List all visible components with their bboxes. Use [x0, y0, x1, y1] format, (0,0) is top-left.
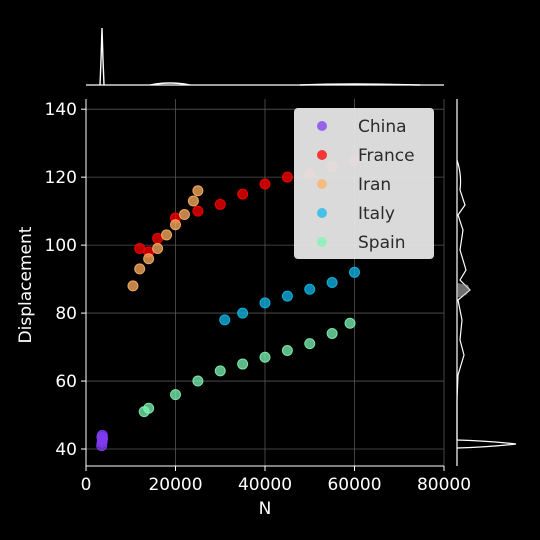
x-axis-label: N — [259, 499, 272, 519]
scatter-point-spain — [326, 327, 338, 339]
x-tick-label: 60000 — [327, 475, 381, 495]
scatter-point-italy — [259, 297, 271, 309]
x-tick-label: 80000 — [417, 475, 471, 495]
legend: China France Iran Italy Spain — [294, 108, 434, 259]
legend-marker-italy — [317, 208, 327, 218]
right-marginal-peak-fill — [457, 283, 470, 298]
scatter-point-spain — [143, 402, 155, 414]
scatter-points — [96, 154, 360, 452]
x-tick-label: 40000 — [238, 475, 292, 495]
scatter-point-spain — [304, 338, 316, 350]
legend-marker-china — [317, 121, 327, 131]
scatter-point-france — [281, 171, 293, 183]
y-tick-label: 100 — [45, 236, 77, 256]
scatter-point-iran — [143, 253, 155, 265]
legend-marker-spain — [317, 237, 327, 247]
scatter-point-spain — [237, 358, 249, 370]
scatter-point-spain — [192, 375, 204, 387]
x-tick-label: 20000 — [148, 475, 202, 495]
scatter-point-iran — [127, 280, 139, 292]
legend-marker-france — [317, 150, 327, 160]
scatter-point-iran — [187, 195, 199, 207]
scatter-point-italy — [281, 290, 293, 302]
scatter-point-iran — [134, 263, 146, 275]
scatter-point-italy — [326, 277, 338, 288]
legend-items: China France Iran Italy Spain — [317, 117, 415, 253]
scatter-point-italy — [237, 307, 249, 319]
y-tick-label: 140 — [45, 100, 77, 120]
right-marginal-kde — [456, 159, 517, 449]
legend-label-china: China — [358, 117, 407, 137]
scatter-point-iran — [161, 229, 173, 241]
scatter-point-iran — [170, 219, 181, 231]
scatter-point-iran — [192, 185, 204, 197]
scatter-point-italy — [219, 314, 231, 326]
y-ticks: 40 60 80 100 120 140 — [45, 100, 86, 460]
top-marginal-distribution — [86, 27, 444, 86]
legend-label-france: France — [358, 146, 415, 166]
scatter-point-italy — [304, 283, 316, 295]
x-ticks: 0 20000 40000 60000 80000 — [81, 466, 471, 495]
y-tick-label: 40 — [55, 440, 77, 460]
x-tick-label: 0 — [81, 475, 92, 495]
scatter-point-spain — [170, 389, 181, 401]
scatter-point-italy — [349, 266, 360, 278]
y-tick-label: 80 — [55, 304, 77, 324]
scatter-point-china — [96, 429, 108, 441]
y-axis-label: Displacement — [16, 226, 36, 343]
scatter-point-spain — [214, 365, 226, 377]
y-tick-label: 120 — [45, 168, 77, 188]
scatter-point-france — [237, 188, 249, 200]
scatter-point-france — [192, 205, 204, 217]
legend-label-italy: Italy — [358, 204, 395, 224]
y-tick-label: 60 — [55, 372, 77, 392]
scatter-point-france — [259, 178, 271, 190]
legend-label-spain: Spain — [358, 233, 406, 253]
legend-marker-iran — [317, 179, 327, 189]
legend-label-iran: Iran — [358, 175, 391, 195]
legend-box — [294, 108, 434, 259]
scatter-point-iran — [152, 243, 164, 255]
top-marginal-kde — [99, 27, 421, 86]
scatter-point-france — [214, 198, 226, 210]
scatter-point-spain — [259, 351, 271, 363]
scatter-point-spain — [344, 317, 356, 329]
scatter-point-iran — [178, 209, 190, 221]
right-marginal-distribution — [456, 99, 517, 466]
scatter-point-spain — [281, 344, 293, 356]
